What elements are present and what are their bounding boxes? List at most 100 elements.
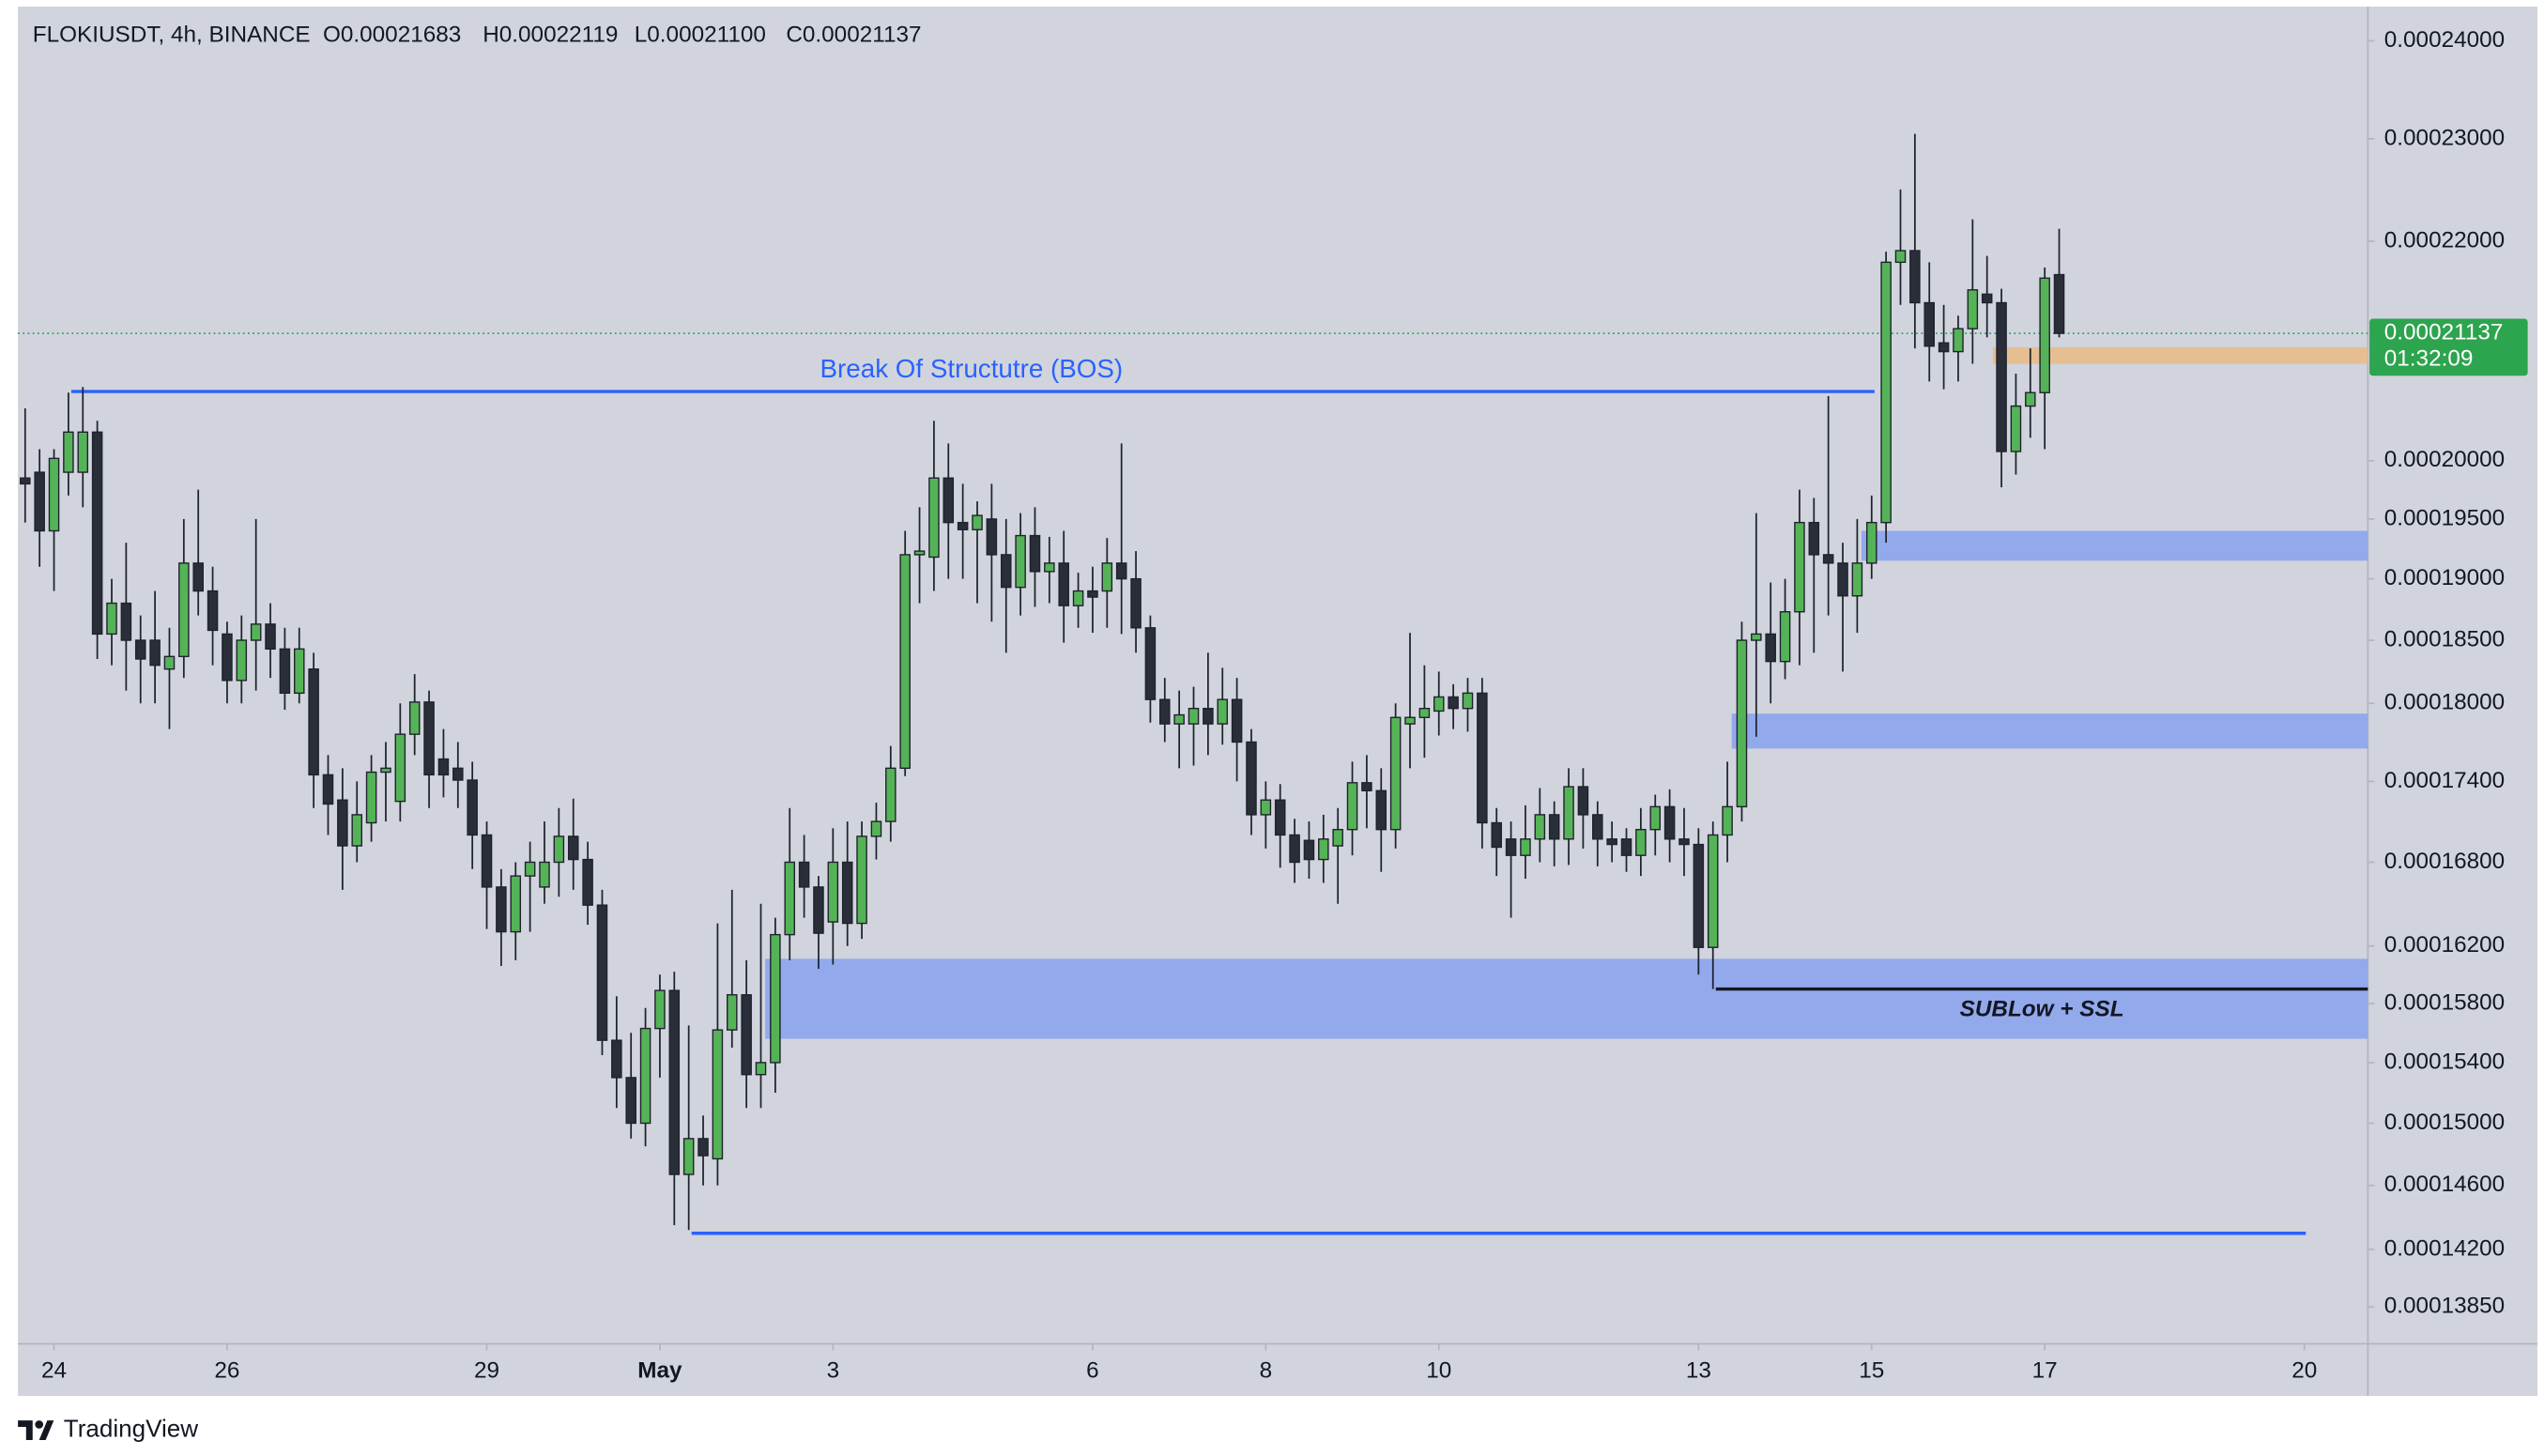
candle-body bbox=[1663, 805, 1676, 840]
candle-body bbox=[250, 623, 262, 641]
x-tick-label: 3 bbox=[827, 1357, 840, 1383]
candle-body bbox=[293, 648, 305, 695]
candle-body bbox=[1130, 577, 1142, 629]
zone bbox=[1731, 713, 2368, 749]
brand-name: TradingView bbox=[64, 1414, 199, 1442]
x-tick-label: 20 bbox=[2291, 1357, 2317, 1383]
candle-body bbox=[63, 431, 74, 473]
y-tick-label: 0.00016200 bbox=[2384, 932, 2505, 958]
axes: 0.00024000 0.00023000 0.00022000 0.00020000… bbox=[41, 27, 2528, 1383]
candle-body bbox=[1289, 834, 1300, 864]
candle-body bbox=[1794, 521, 1805, 613]
candle-body bbox=[134, 639, 146, 660]
last-price-label: 0.00021137 bbox=[2384, 320, 2504, 345]
candle-body bbox=[697, 1138, 709, 1157]
candle-body bbox=[1303, 839, 1315, 861]
candle-body bbox=[1894, 250, 1907, 264]
candle-body bbox=[1058, 562, 1069, 606]
candle-body bbox=[1505, 838, 1517, 856]
candle-body bbox=[1115, 562, 1127, 580]
candle-body bbox=[1231, 698, 1243, 743]
candle-body bbox=[1173, 713, 1185, 725]
y-tick-label: 0.00024000 bbox=[2384, 27, 2505, 53]
candle-body bbox=[899, 554, 911, 770]
candle-body bbox=[813, 886, 824, 934]
y-tick-label: 0.00020000 bbox=[2384, 447, 2505, 472]
candle-body bbox=[770, 933, 781, 1064]
candle-body bbox=[654, 989, 666, 1030]
candle-body bbox=[481, 834, 493, 888]
candle-body bbox=[1159, 698, 1171, 725]
candle-body bbox=[986, 518, 998, 556]
candle-body bbox=[1203, 707, 1214, 725]
candle-body bbox=[1188, 707, 1200, 725]
candle-body bbox=[496, 886, 507, 933]
candle-body bbox=[2039, 277, 2050, 393]
candle-body bbox=[1736, 639, 1748, 808]
open-value: O0.00021683 bbox=[323, 23, 461, 48]
candle-body bbox=[668, 989, 681, 1175]
candle-body bbox=[351, 814, 362, 847]
candle-body bbox=[885, 767, 897, 822]
candle-body bbox=[1534, 814, 1546, 840]
candle-body bbox=[1274, 799, 1286, 836]
candle-body bbox=[2053, 273, 2065, 334]
zone bbox=[765, 958, 2368, 1039]
brand-logo bbox=[18, 1420, 54, 1440]
candle-body bbox=[943, 477, 955, 524]
candle-body bbox=[1620, 838, 1632, 856]
candle-body bbox=[149, 639, 161, 667]
candle-body bbox=[1851, 562, 1863, 597]
candle-body bbox=[20, 477, 31, 485]
y-tick-label: 0.00015000 bbox=[2384, 1110, 2505, 1135]
candle-body bbox=[1707, 834, 1719, 948]
y-tick-label: 0.00015400 bbox=[2384, 1049, 2505, 1074]
candle-body bbox=[1318, 838, 1329, 861]
candle-body bbox=[639, 1027, 651, 1125]
candle-body bbox=[2010, 405, 2022, 452]
candle-body bbox=[408, 701, 421, 735]
last-price-badge bbox=[2369, 318, 2528, 376]
candle-body bbox=[1837, 562, 1848, 597]
candle-body bbox=[437, 758, 450, 776]
chart-background bbox=[18, 6, 2538, 1397]
x-tick-label: 17 bbox=[2032, 1357, 2058, 1383]
candle-body bbox=[1462, 692, 1474, 710]
candle-body bbox=[1981, 293, 1993, 304]
candle-body bbox=[611, 1039, 622, 1079]
candle-body bbox=[1044, 562, 1055, 573]
candle-body bbox=[1101, 562, 1113, 592]
candle-body bbox=[856, 835, 867, 925]
candle-body bbox=[841, 861, 853, 925]
candle-body bbox=[163, 655, 176, 670]
candle-body bbox=[741, 994, 752, 1076]
candle-body bbox=[755, 1062, 767, 1076]
candle-body bbox=[452, 767, 464, 781]
candle-body bbox=[1087, 590, 1098, 598]
candle-body bbox=[1029, 534, 1041, 573]
candles bbox=[20, 133, 2065, 1231]
candle-body bbox=[1880, 261, 1892, 524]
candle-body bbox=[827, 861, 839, 923]
x-tick-label: 29 bbox=[474, 1357, 499, 1383]
candle-body bbox=[1808, 521, 1820, 556]
candle-body bbox=[192, 562, 204, 592]
candle-body bbox=[1448, 696, 1459, 710]
candle-body bbox=[1246, 741, 1257, 816]
drawings: Break Of Structutre (BOS) SUBLow + SSL bbox=[18, 332, 2368, 1235]
candle-body bbox=[1418, 707, 1431, 718]
symbol: FLOKIUSDT, 4h, BINANCE bbox=[33, 23, 311, 48]
candle-body bbox=[423, 701, 435, 776]
candle-body bbox=[928, 477, 940, 559]
candle-body bbox=[1953, 328, 1964, 353]
candle-body bbox=[1477, 692, 1488, 824]
candle-body bbox=[1404, 716, 1416, 725]
candle-body bbox=[394, 733, 406, 803]
candle-body bbox=[712, 1029, 724, 1160]
candle-body bbox=[1751, 633, 1762, 641]
y-tick-label: 0.00018500 bbox=[2384, 626, 2505, 651]
candle-body bbox=[1548, 814, 1560, 840]
candle-body bbox=[467, 779, 478, 836]
candle-body bbox=[1967, 289, 1979, 330]
y-tick-label: 0.00015800 bbox=[2384, 989, 2505, 1015]
